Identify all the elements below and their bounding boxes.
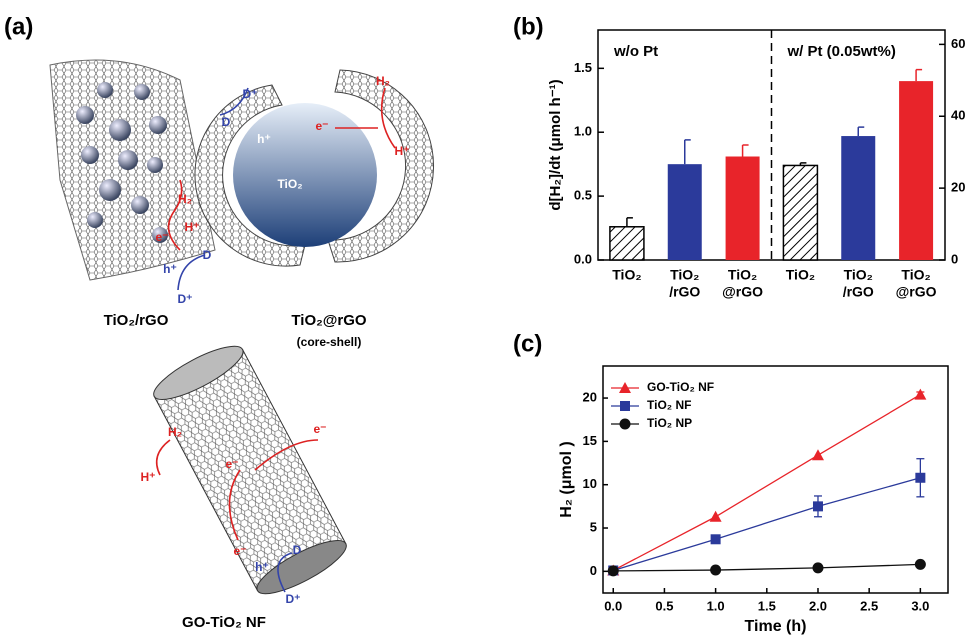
x-tick-label: TiO₂ <box>786 267 815 283</box>
marker <box>620 401 630 411</box>
marker <box>607 565 619 577</box>
plot-frame <box>602 365 949 594</box>
y-tick-label: 1.0 <box>574 124 592 139</box>
marker <box>619 418 631 430</box>
panel-label: (b) <box>513 13 544 40</box>
x-tick-label: TiO₂ <box>612 267 641 283</box>
y-tick-label: 0.5 <box>574 188 592 203</box>
y-axis-label: d[H₂]/dt (μmol h⁻¹) <box>547 79 564 210</box>
x-tick-label: /rGO <box>669 284 700 300</box>
marker <box>915 472 926 483</box>
diagram-label: h⁺ <box>257 132 271 146</box>
y2-tick-label: 0 <box>951 251 958 266</box>
x-tick-label: TiO₂ <box>844 267 873 283</box>
series-line <box>613 563 921 572</box>
bar <box>841 136 876 260</box>
marker <box>710 534 721 545</box>
marker <box>619 382 631 393</box>
diagram-label: H⁺ <box>395 144 410 158</box>
diagram-label: H⁺ <box>141 470 156 484</box>
y-tick-label: 0 <box>590 563 597 578</box>
x-tick-label: 1.0 <box>707 598 725 613</box>
y2-tick-label: 20 <box>951 180 965 195</box>
x-tick-label: 3.0 <box>911 598 929 613</box>
diagram-label: TiO₂ <box>277 177 302 191</box>
bar <box>899 81 934 260</box>
y-tick-label: 5 <box>590 519 597 534</box>
y-tick-label: 1.5 <box>574 60 592 75</box>
diagram-label: D⁺ <box>286 592 301 606</box>
marker <box>812 501 823 512</box>
group-label: w/o Pt <box>613 43 658 60</box>
y-tick-label: 20 <box>583 389 597 404</box>
bar <box>667 164 702 260</box>
x-tick-label: 1.5 <box>758 598 776 613</box>
y-axis-label: H₂ (μmol ) <box>558 441 575 517</box>
y2-tick-label: 40 <box>951 108 965 123</box>
caption: (core-shell) <box>297 335 362 349</box>
x-tick-label: TiO₂ <box>901 267 930 283</box>
diagram-label: D⁺ <box>178 292 193 306</box>
bar <box>609 226 645 261</box>
caption: GO-TiO₂ NF <box>182 614 266 631</box>
x-tick-label: 0.5 <box>655 598 673 613</box>
y-tick-label: 15 <box>583 433 597 448</box>
legend-label: TiO₂ NF <box>647 398 691 412</box>
series-line <box>612 394 921 572</box>
x-axis-label: Time (h) <box>745 618 807 635</box>
x-tick-label: 2.5 <box>860 598 878 613</box>
x-tick-label: TiO₂ <box>670 267 699 283</box>
caption: TiO₂/rGO <box>104 312 169 329</box>
x-tick-label: TiO₂ <box>728 267 757 283</box>
x-tick-label: 2.0 <box>809 598 827 613</box>
marker <box>914 558 926 570</box>
marker <box>709 510 722 522</box>
diagram-label: h⁺ <box>163 262 177 276</box>
diagram-label: H₂ <box>168 425 182 439</box>
marker <box>914 388 927 400</box>
schematic-shapes <box>49 59 435 595</box>
marker <box>811 449 824 461</box>
diagram-label: H₂ <box>178 192 192 206</box>
y-tick-label: 0.0 <box>574 251 592 266</box>
diagram-label: e⁻ <box>155 230 168 244</box>
diagram-label: D <box>293 543 302 557</box>
x-tick-label: /rGO <box>843 284 874 300</box>
bar <box>725 156 760 260</box>
y-tick-label: 10 <box>583 476 597 491</box>
marker <box>812 562 824 574</box>
y2-tick-label: 60 <box>951 36 965 51</box>
diagram-label: D <box>203 248 212 262</box>
diagram-label: D⁺ <box>243 87 258 101</box>
x-tick-label: @rGO <box>896 284 937 300</box>
series-line <box>613 477 921 572</box>
x-tick-label: @rGO <box>722 284 763 300</box>
caption: TiO₂@rGO <box>291 312 367 329</box>
bar <box>782 164 819 261</box>
panel-label: (c) <box>513 330 542 357</box>
diagram-label: D <box>222 115 231 129</box>
x-tick-label: 0.0 <box>604 598 622 613</box>
diagram-label: e⁻ <box>233 544 246 558</box>
diagram-label: e⁻ <box>315 119 328 133</box>
diagram-label: h⁺ <box>255 560 269 574</box>
legend-label: GO-TiO₂ NF <box>647 380 714 394</box>
diagram-label: e⁻ <box>313 422 326 436</box>
diagram-label: H₂ <box>376 74 390 88</box>
diagram-label: H⁺ <box>185 220 200 234</box>
legend-label: TiO₂ NP <box>647 416 692 430</box>
diagram-label: e⁻ <box>225 457 238 471</box>
panel-label: (a) <box>4 13 33 40</box>
marker <box>710 564 722 576</box>
group-label: w/ Pt (0.05wt%) <box>787 43 896 60</box>
